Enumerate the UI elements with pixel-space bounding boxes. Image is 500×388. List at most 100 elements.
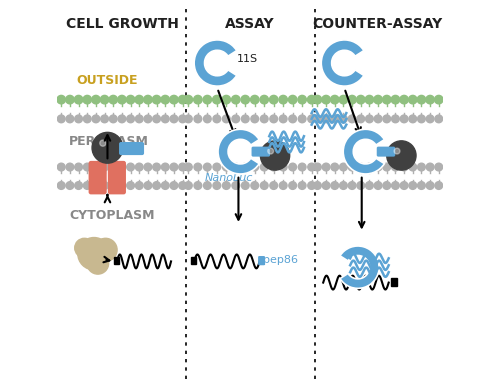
Circle shape <box>100 140 106 146</box>
FancyBboxPatch shape <box>392 278 397 286</box>
Circle shape <box>100 163 108 171</box>
Circle shape <box>270 115 278 123</box>
Circle shape <box>242 163 249 171</box>
Circle shape <box>250 95 259 104</box>
Circle shape <box>383 182 390 189</box>
Circle shape <box>162 163 169 171</box>
Circle shape <box>298 163 306 171</box>
Circle shape <box>260 95 268 104</box>
Circle shape <box>66 182 74 189</box>
Circle shape <box>348 95 356 104</box>
Circle shape <box>242 115 249 123</box>
Circle shape <box>348 163 356 171</box>
Circle shape <box>289 182 296 189</box>
FancyBboxPatch shape <box>88 161 106 194</box>
Circle shape <box>194 182 202 189</box>
Circle shape <box>322 182 330 189</box>
Circle shape <box>178 115 186 123</box>
Circle shape <box>313 95 322 104</box>
Circle shape <box>212 95 221 104</box>
Circle shape <box>170 95 178 104</box>
Circle shape <box>162 115 169 123</box>
Circle shape <box>92 182 100 189</box>
Circle shape <box>270 163 278 171</box>
Circle shape <box>408 95 417 104</box>
Circle shape <box>289 115 296 123</box>
Circle shape <box>387 141 416 170</box>
Wedge shape <box>322 40 364 86</box>
Circle shape <box>314 163 322 171</box>
Circle shape <box>365 95 374 104</box>
Circle shape <box>152 115 160 123</box>
Circle shape <box>57 95 66 104</box>
Circle shape <box>394 148 400 154</box>
Circle shape <box>400 115 408 123</box>
Circle shape <box>213 163 220 171</box>
Circle shape <box>251 182 258 189</box>
Circle shape <box>242 182 249 189</box>
Circle shape <box>66 163 74 171</box>
Circle shape <box>270 182 278 189</box>
Circle shape <box>280 115 287 123</box>
Circle shape <box>418 163 426 171</box>
Circle shape <box>374 182 382 189</box>
Circle shape <box>382 95 391 104</box>
Circle shape <box>270 95 278 104</box>
Circle shape <box>418 182 426 189</box>
Circle shape <box>170 163 178 171</box>
Circle shape <box>109 95 118 104</box>
Circle shape <box>426 95 434 104</box>
Circle shape <box>178 182 186 189</box>
Circle shape <box>366 115 374 123</box>
Circle shape <box>260 163 268 171</box>
Circle shape <box>330 95 339 104</box>
Circle shape <box>314 115 322 123</box>
Circle shape <box>144 95 152 104</box>
Circle shape <box>409 115 416 123</box>
Circle shape <box>118 182 126 189</box>
Circle shape <box>392 182 400 189</box>
Circle shape <box>251 163 258 171</box>
Circle shape <box>100 115 108 123</box>
Circle shape <box>260 141 290 170</box>
Circle shape <box>288 95 297 104</box>
Circle shape <box>136 115 143 123</box>
Text: CELL GROWTH: CELL GROWTH <box>66 17 180 31</box>
Circle shape <box>92 132 123 163</box>
Circle shape <box>126 163 134 171</box>
Circle shape <box>110 115 117 123</box>
Circle shape <box>135 95 143 104</box>
Circle shape <box>409 182 416 189</box>
Circle shape <box>178 163 186 171</box>
Circle shape <box>400 95 408 104</box>
Circle shape <box>260 115 268 123</box>
Circle shape <box>92 163 100 171</box>
Circle shape <box>213 182 220 189</box>
Circle shape <box>66 115 74 123</box>
Circle shape <box>331 163 338 171</box>
Circle shape <box>279 95 287 104</box>
Circle shape <box>222 115 230 123</box>
Circle shape <box>194 95 202 104</box>
Circle shape <box>308 95 316 104</box>
Circle shape <box>392 115 400 123</box>
Circle shape <box>418 115 426 123</box>
Circle shape <box>84 163 91 171</box>
Circle shape <box>118 95 126 104</box>
Circle shape <box>400 182 408 189</box>
Circle shape <box>194 115 202 123</box>
Circle shape <box>232 163 239 171</box>
Circle shape <box>184 115 192 123</box>
Circle shape <box>136 163 143 171</box>
Text: NanoLuc: NanoLuc <box>204 173 253 183</box>
Circle shape <box>400 163 408 171</box>
Wedge shape <box>218 129 259 174</box>
Circle shape <box>136 182 143 189</box>
Circle shape <box>426 163 434 171</box>
Circle shape <box>298 95 306 104</box>
Circle shape <box>74 163 82 171</box>
Circle shape <box>280 163 287 171</box>
Text: pep86: pep86 <box>264 255 298 265</box>
Circle shape <box>84 182 91 189</box>
Wedge shape <box>194 40 236 86</box>
